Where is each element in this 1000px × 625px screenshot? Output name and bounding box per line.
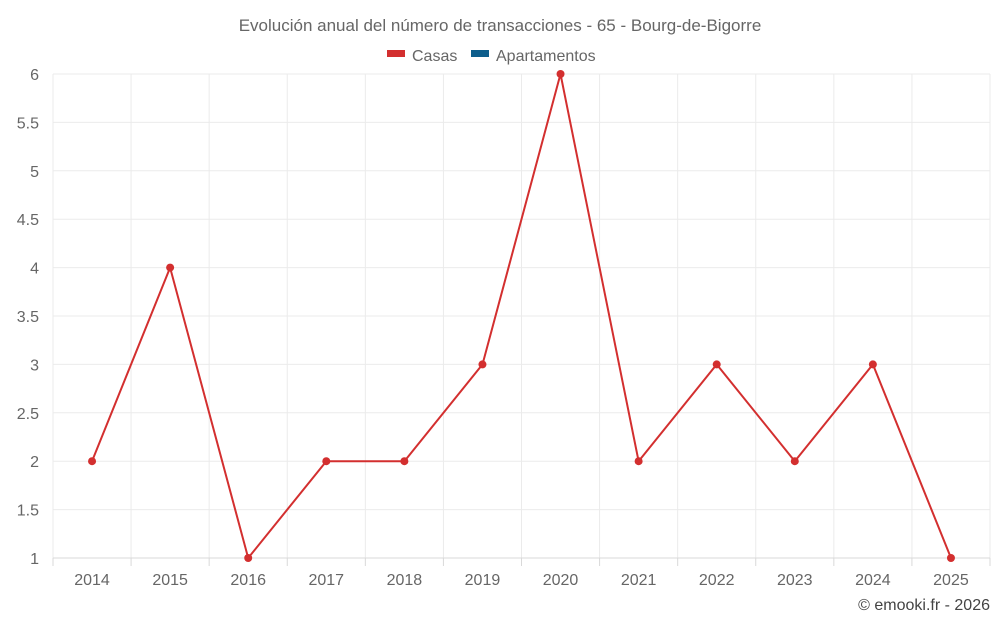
data-point-casas-2014[interactable] xyxy=(88,457,97,466)
legend-swatch-casas xyxy=(387,50,405,57)
y-axis-ticks: 1 1.5 2 2.5 3 3.5 4 4.5 5 5.5 6 xyxy=(17,67,39,568)
x-tick-label: 2025 xyxy=(933,572,969,589)
x-tick-label: 2016 xyxy=(230,572,266,589)
x-tick-label: 2017 xyxy=(308,572,344,589)
series-line-casas xyxy=(91,73,952,559)
series-layer xyxy=(88,70,955,562)
data-point-casas-2022[interactable] xyxy=(712,360,721,369)
y-tick-label: 1 xyxy=(30,551,39,568)
legend-label-apartamentos[interactable]: Apartamentos xyxy=(496,48,596,65)
data-point-casas-2020[interactable] xyxy=(556,70,565,78)
y-tick-label: 3.5 xyxy=(17,309,39,326)
data-point-casas-2024[interactable] xyxy=(868,360,877,369)
data-point-casas-2019[interactable] xyxy=(478,360,487,369)
y-tick-label: 3 xyxy=(30,357,39,374)
y-tick-label: 1.5 xyxy=(17,503,39,520)
y-tick-label: 4.5 xyxy=(17,212,39,229)
y-tick-label: 2.5 xyxy=(17,406,39,423)
y-tick-label: 5 xyxy=(30,164,39,181)
legend-swatch-apartamentos xyxy=(471,50,489,57)
x-tick-label: 2024 xyxy=(855,572,891,589)
data-point-casas-2016[interactable] xyxy=(244,554,253,562)
data-point-casas-2025[interactable] xyxy=(946,554,955,562)
chart-title: Evolución anual del número de transaccio… xyxy=(239,16,762,35)
y-tick-label: 2 xyxy=(30,454,39,471)
axes xyxy=(52,557,991,566)
y-tick-label: 4 xyxy=(30,261,39,278)
data-point-casas-2015[interactable] xyxy=(166,263,175,272)
x-tick-label: 2019 xyxy=(465,572,501,589)
x-tick-label: 2014 xyxy=(74,572,110,589)
x-tick-label: 2020 xyxy=(543,572,579,589)
x-tick-label: 2023 xyxy=(777,572,813,589)
credit-text: © emooki.fr - 2026 xyxy=(858,597,990,614)
legend: Casas Apartamentos xyxy=(387,48,596,65)
y-tick-label: 5.5 xyxy=(17,115,39,132)
data-point-casas-2017[interactable] xyxy=(322,457,331,466)
x-tick-label: 2018 xyxy=(387,572,423,589)
y-tick-label: 6 xyxy=(30,67,39,84)
data-point-casas-2023[interactable] xyxy=(790,457,799,466)
x-tick-label: 2022 xyxy=(699,572,735,589)
legend-label-casas[interactable]: Casas xyxy=(412,48,457,65)
data-point-casas-2021[interactable] xyxy=(634,457,643,466)
x-tick-label: 2015 xyxy=(152,572,188,589)
gridlines xyxy=(52,73,991,558)
x-tick-label: 2021 xyxy=(621,572,657,589)
x-axis-ticks: 2014 2015 2016 2017 2018 2019 2020 2021 2022 2023… xyxy=(74,572,969,589)
data-point-casas-2018[interactable] xyxy=(400,457,409,466)
